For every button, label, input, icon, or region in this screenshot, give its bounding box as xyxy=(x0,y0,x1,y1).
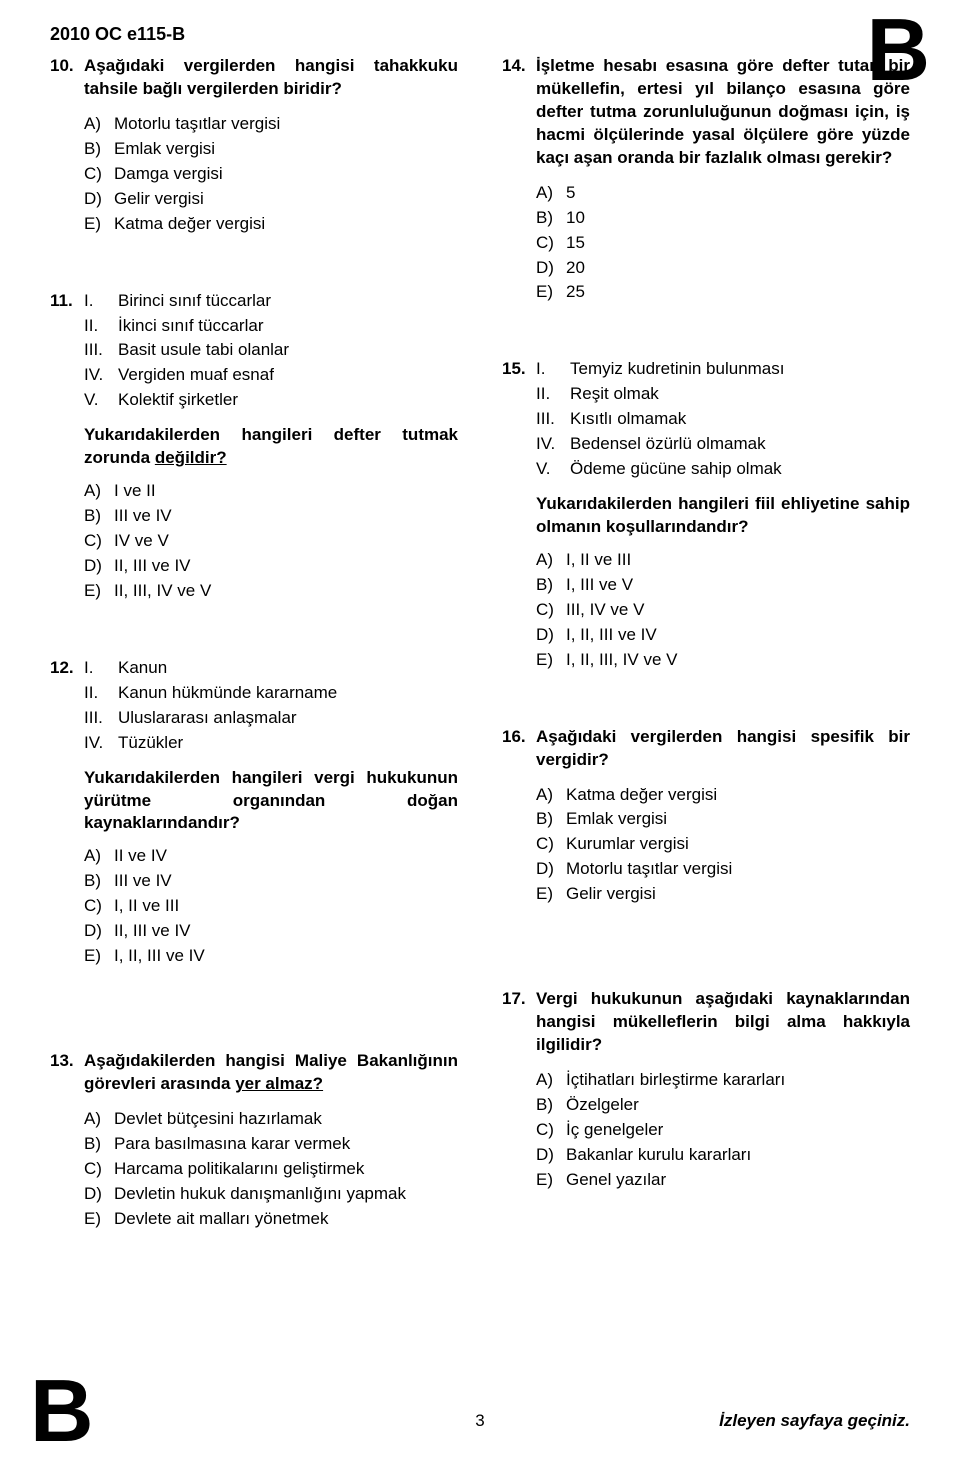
options: A)Devlet bütçesini hazırlamak B)Para bas… xyxy=(84,1108,458,1231)
roman-ii: II.İkinci sınıf tüccarlar xyxy=(84,315,458,338)
options: A)5 B)10 C)15 D)20 E)25 xyxy=(536,182,910,305)
option-d: D)Motorlu taşıtlar vergisi xyxy=(536,858,910,881)
roman-i: I.Birinci sınıf tüccarlar xyxy=(84,290,458,313)
right-column: 14. İşletme hesabı esasına göre defter t… xyxy=(502,55,910,1285)
question-number: 10. xyxy=(50,55,84,78)
question-text: Yukarıdakilerden hangileri defter tutmak… xyxy=(84,424,458,470)
roman-iii: III.Kısıtlı olmamak xyxy=(536,408,910,431)
question-13: 13. Aşağıdakilerden hangisi Maliye Bakan… xyxy=(50,1050,458,1233)
options: A)Motorlu taşıtlar vergisi B)Emlak vergi… xyxy=(84,113,458,236)
option-b: B)III ve IV xyxy=(84,505,458,528)
question-10: 10. Aşağıdaki vergilerden hangisi tahakk… xyxy=(50,55,458,238)
option-b: B)III ve IV xyxy=(84,870,458,893)
question-text: Aşağıdaki vergilerden hangisi tahakkuku … xyxy=(84,55,458,101)
options: A)II ve IV B)III ve IV C)I, II ve III D)… xyxy=(84,845,458,968)
question-11: 11. I.Birinci sınıf tüccarlar II.İkinci … xyxy=(50,290,458,605)
option-b: B)Özelgeler xyxy=(536,1094,910,1117)
option-b: B)Para basılmasına karar vermek xyxy=(84,1133,458,1156)
option-b: B)10 xyxy=(536,207,910,230)
left-column: 10. Aşağıdaki vergilerden hangisi tahakk… xyxy=(50,55,458,1285)
option-a: A)II ve IV xyxy=(84,845,458,868)
option-e: E)I, II, III, IV ve V xyxy=(536,649,910,672)
roman-iv: IV.Vergiden muaf esnaf xyxy=(84,364,458,387)
question-text: Aşağıdaki vergilerden hangisi spesifik b… xyxy=(536,726,910,772)
roman-v: V.Ödeme gücüne sahip olmak xyxy=(536,458,910,481)
question-number: 16. xyxy=(502,726,536,749)
roman-i: I.Temyiz kudretinin bulunması xyxy=(536,358,910,381)
options: A)I ve II B)III ve IV C)IV ve V D)II, II… xyxy=(84,480,458,603)
question-number: 14. xyxy=(502,55,536,78)
options: A)I, II ve III B)I, III ve V C)III, IV v… xyxy=(536,549,910,672)
option-c: C)İç genelgeler xyxy=(536,1119,910,1142)
option-d: D)Devletin hukuk danışmanlığını yapmak xyxy=(84,1183,458,1206)
question-text: Aşağıdakilerden hangisi Maliye Bakanlığı… xyxy=(84,1050,458,1096)
option-a: A)I ve II xyxy=(84,480,458,503)
option-a: A)İçtihatları birleştirme kararları xyxy=(536,1069,910,1092)
option-a: A)Devlet bütçesini hazırlamak xyxy=(84,1108,458,1131)
question-text: Yukarıdakilerden hangileri fiil ehliyeti… xyxy=(536,493,910,539)
question-16: 16. Aşağıdaki vergilerden hangisi spesif… xyxy=(502,726,910,909)
question-number: 15. xyxy=(502,358,536,381)
question-text: Yukarıdakilerden hangileri vergi hukukun… xyxy=(84,767,458,836)
page-number: 3 xyxy=(337,1411,624,1431)
page: B B 2010 OC e115-B 10. Aşağıdaki vergile… xyxy=(0,0,960,1461)
option-d: D)20 xyxy=(536,257,910,280)
option-b: B)Emlak vergisi xyxy=(84,138,458,161)
question-number: 13. xyxy=(50,1050,84,1073)
option-a: A)Motorlu taşıtlar vergisi xyxy=(84,113,458,136)
option-e: E)Katma değer vergisi xyxy=(84,213,458,236)
question-number: 17. xyxy=(502,988,536,1011)
columns: 10. Aşağıdaki vergilerden hangisi tahakk… xyxy=(50,55,910,1285)
question-15: 15. I.Temyiz kudretinin bulunması II.Reş… xyxy=(502,358,910,673)
option-e: E)25 xyxy=(536,281,910,304)
option-a: A)I, II ve III xyxy=(536,549,910,572)
option-a: A)Katma değer vergisi xyxy=(536,784,910,807)
question-number: 12. xyxy=(50,657,84,680)
option-c: C)I, II ve III xyxy=(84,895,458,918)
roman-iii: III.Uluslararası anlaşmalar xyxy=(84,707,458,730)
option-b: B)I, III ve V xyxy=(536,574,910,597)
booklet-letter-top: B xyxy=(866,6,930,94)
exam-code: 2010 OC e115-B xyxy=(50,24,910,45)
roman-iii: III.Basit usule tabi olanlar xyxy=(84,339,458,362)
option-c: C)15 xyxy=(536,232,910,255)
roman-iv: IV.Tüzükler xyxy=(84,732,458,755)
option-d: D)Bakanlar kurulu kararları xyxy=(536,1144,910,1167)
option-d: D)II, III ve IV xyxy=(84,920,458,943)
option-d: D)I, II, III ve IV xyxy=(536,624,910,647)
roman-ii: II.Kanun hükmünde kararname xyxy=(84,682,458,705)
question-text: Vergi hukukunun aşağıdaki kaynaklarından… xyxy=(536,988,910,1057)
option-c: C)Harcama politikalarını geliştirmek xyxy=(84,1158,458,1181)
footer: 3 İzleyen sayfaya geçiniz. xyxy=(0,1411,960,1431)
option-b: B)Emlak vergisi xyxy=(536,808,910,831)
option-c: C)III, IV ve V xyxy=(536,599,910,622)
option-e: E)Gelir vergisi xyxy=(536,883,910,906)
option-c: C)Kurumlar vergisi xyxy=(536,833,910,856)
option-a: A)5 xyxy=(536,182,910,205)
question-text: İşletme hesabı esasına göre defter tutan… xyxy=(536,55,910,170)
option-c: C)IV ve V xyxy=(84,530,458,553)
option-e: E)Genel yazılar xyxy=(536,1169,910,1192)
question-number: 11. xyxy=(50,290,84,313)
roman-i: I.Kanun xyxy=(84,657,458,680)
option-e: E)Devlete ait malları yönetmek xyxy=(84,1208,458,1231)
roman-v: V.Kolektif şirketler xyxy=(84,389,458,412)
option-d: D)Gelir vergisi xyxy=(84,188,458,211)
question-17: 17. Vergi hukukunun aşağıdaki kaynakları… xyxy=(502,988,910,1194)
options: A)Katma değer vergisi B)Emlak vergisi C)… xyxy=(536,784,910,907)
roman-ii: II.Reşit olmak xyxy=(536,383,910,406)
option-d: D)II, III ve IV xyxy=(84,555,458,578)
option-e: E)II, III, IV ve V xyxy=(84,580,458,603)
options: A)İçtihatları birleştirme kararları B)Öz… xyxy=(536,1069,910,1192)
question-14: 14. İşletme hesabı esasına göre defter t… xyxy=(502,55,910,306)
roman-iv: IV.Bedensel özürlü olmamak xyxy=(536,433,910,456)
option-e: E)I, II, III ve IV xyxy=(84,945,458,968)
next-page-text: İzleyen sayfaya geçiniz. xyxy=(623,1411,910,1431)
option-c: C)Damga vergisi xyxy=(84,163,458,186)
question-12: 12. I.Kanun II.Kanun hükmünde kararname … xyxy=(50,657,458,970)
